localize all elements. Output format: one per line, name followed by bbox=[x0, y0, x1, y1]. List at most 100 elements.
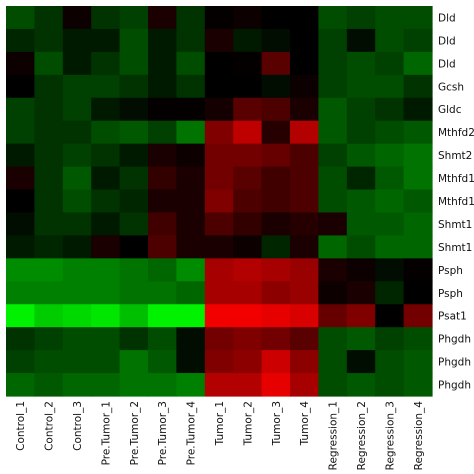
heatmap-cell bbox=[375, 120, 405, 145]
heatmap-cell bbox=[204, 212, 234, 237]
heatmap-cell bbox=[119, 120, 149, 145]
heatmap-cell bbox=[62, 6, 92, 30]
heatmap-cell bbox=[91, 143, 121, 168]
row-label: Psph bbox=[438, 288, 463, 300]
column-label: Regression_4 bbox=[413, 401, 425, 471]
row-label: Shmt1 bbox=[438, 219, 472, 231]
heatmap-cell bbox=[6, 350, 35, 374]
heatmap-cell bbox=[34, 350, 64, 374]
heatmap-cell bbox=[34, 120, 64, 145]
heatmap-cell bbox=[375, 304, 405, 328]
heatmap-cell bbox=[119, 166, 149, 191]
heatmap-cell bbox=[34, 235, 64, 259]
heatmap-cell bbox=[346, 120, 376, 145]
heatmap-cell bbox=[91, 258, 121, 282]
row-label: Psat1 bbox=[438, 311, 467, 323]
heatmap-cell bbox=[318, 373, 348, 397]
heatmap-cell bbox=[91, 120, 121, 145]
heatmap-cell bbox=[261, 6, 291, 30]
heatmap-cell bbox=[6, 212, 35, 237]
heatmap-cell bbox=[346, 166, 376, 191]
heatmap-cell bbox=[176, 97, 206, 122]
heatmap-cell bbox=[176, 373, 206, 397]
heatmap-cell bbox=[346, 350, 376, 374]
heatmap-cell bbox=[233, 74, 263, 99]
heatmap-cell bbox=[346, 189, 376, 214]
heatmap-cell bbox=[91, 212, 121, 237]
heatmap-cell bbox=[346, 304, 376, 328]
heatmap-cell bbox=[6, 51, 35, 76]
heatmap-cell bbox=[346, 28, 376, 53]
heatmap-cell bbox=[375, 166, 405, 191]
heatmap-cell bbox=[119, 74, 149, 99]
heatmap-cell bbox=[261, 28, 291, 53]
heatmap-cell bbox=[318, 327, 348, 351]
heatmap-cell bbox=[375, 373, 405, 397]
heatmap-cell bbox=[176, 51, 206, 76]
column-label: Tumor_1 bbox=[214, 401, 226, 446]
heatmap-cell bbox=[318, 212, 348, 237]
heatmap-cell bbox=[148, 166, 177, 191]
row-label: Mthfd2 bbox=[438, 127, 474, 139]
heatmap-cell bbox=[346, 6, 376, 30]
heatmap-cell bbox=[62, 373, 92, 397]
heatmap-cell bbox=[318, 74, 348, 99]
heatmap-cell bbox=[34, 51, 64, 76]
heatmap-cell bbox=[346, 212, 376, 237]
row-label: Mthfd1 bbox=[438, 173, 474, 185]
heatmap-cell bbox=[290, 304, 319, 328]
heatmap-cell bbox=[34, 189, 64, 214]
column-label: Pre.Tumor_4 bbox=[186, 401, 198, 466]
heatmap-cell bbox=[204, 235, 234, 259]
column-label: Tumor_3 bbox=[271, 401, 283, 446]
heatmap-cell bbox=[346, 327, 376, 351]
heatmap-cell bbox=[6, 97, 35, 122]
heatmap-cell bbox=[233, 281, 263, 305]
column-label: Control_3 bbox=[72, 401, 84, 451]
heatmap-cell bbox=[148, 235, 177, 259]
heatmap-cell bbox=[261, 281, 291, 305]
heatmap-cell bbox=[119, 97, 149, 122]
heatmap-cell bbox=[6, 281, 35, 305]
heatmap-cell bbox=[290, 189, 319, 214]
column-label: Regression_1 bbox=[328, 401, 340, 470]
heatmap-cell bbox=[148, 120, 177, 145]
heatmap-cell bbox=[204, 97, 234, 122]
heatmap-cell bbox=[148, 74, 177, 99]
heatmap-cell bbox=[233, 189, 263, 214]
heatmap-cell bbox=[403, 120, 433, 145]
heatmap-cell bbox=[34, 28, 64, 53]
heatmap-cell bbox=[148, 28, 177, 53]
heatmap-cell bbox=[346, 74, 376, 99]
heatmap-cell bbox=[148, 258, 177, 282]
heatmap-cell bbox=[375, 327, 405, 351]
heatmap-cell bbox=[91, 281, 121, 305]
heatmap-cell bbox=[346, 143, 376, 168]
heatmap-cell bbox=[176, 143, 206, 168]
heatmap-cell bbox=[148, 373, 177, 397]
heatmap-cell bbox=[34, 166, 64, 191]
heatmap-cell bbox=[261, 212, 291, 237]
heatmap-cell bbox=[119, 304, 149, 328]
heatmap-cell bbox=[62, 97, 92, 122]
column-label: Tumor_4 bbox=[299, 401, 311, 447]
heatmap-cell bbox=[233, 97, 263, 122]
heatmap-cell bbox=[148, 143, 177, 168]
heatmap-cell bbox=[176, 28, 206, 53]
heatmap-cell bbox=[375, 235, 405, 259]
heatmap-cell bbox=[233, 327, 263, 351]
heatmap-cell bbox=[403, 235, 433, 259]
heatmap-cell bbox=[91, 304, 121, 328]
heatmap-cell bbox=[91, 74, 121, 99]
heatmap-cell bbox=[204, 6, 234, 30]
heatmap-cell bbox=[233, 212, 263, 237]
heatmap-cell bbox=[204, 143, 234, 168]
heatmap-cell bbox=[318, 120, 348, 145]
heatmap-cell bbox=[119, 258, 149, 282]
heatmap-cell bbox=[290, 51, 319, 76]
row-label: Phgdh bbox=[438, 380, 471, 392]
heatmap-cell bbox=[318, 97, 348, 122]
heatmap-cell bbox=[403, 258, 433, 282]
heatmap-cell bbox=[176, 6, 206, 30]
heatmap-cell bbox=[261, 350, 291, 374]
